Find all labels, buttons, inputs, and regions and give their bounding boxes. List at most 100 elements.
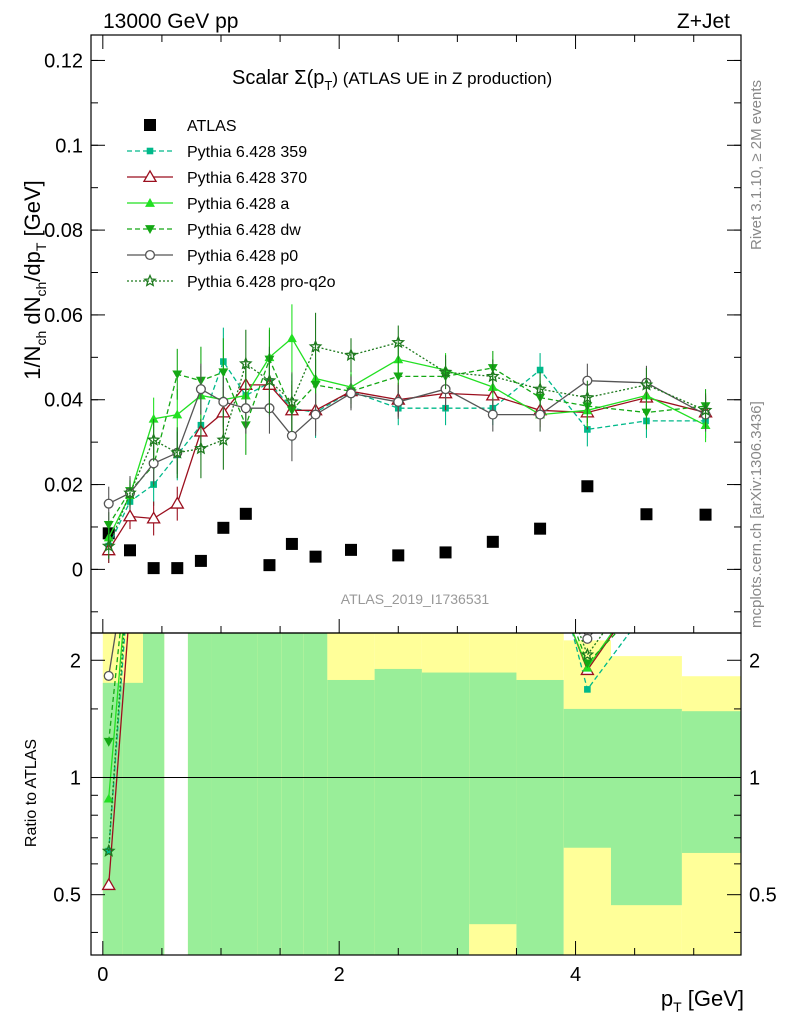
ratio-plot bbox=[101, 633, 631, 891]
data-point bbox=[103, 498, 114, 509]
y-tick-label: 0.06 bbox=[44, 305, 83, 327]
data-point bbox=[393, 396, 404, 407]
data-point bbox=[123, 485, 137, 499]
ratio-band-green bbox=[122, 682, 143, 955]
ratio-band-green bbox=[611, 708, 682, 906]
data-point bbox=[393, 372, 404, 382]
header-process-label: Z+Jet bbox=[677, 10, 730, 33]
ratio-point bbox=[584, 686, 591, 693]
chart-title: Scalar Σ(pT) (ATLAS UE in Z production) bbox=[232, 67, 552, 93]
ratio-band-green bbox=[469, 672, 517, 925]
data-point bbox=[639, 377, 654, 391]
y-axis-label-part-3: ch bbox=[33, 282, 49, 297]
ratio-point bbox=[103, 793, 114, 803]
x-axis-label-part-1: T bbox=[673, 999, 682, 1015]
ratio-band-green bbox=[211, 633, 234, 955]
ratio-tick-label-right: 0.5 bbox=[749, 885, 777, 907]
data-point bbox=[285, 537, 298, 550]
series-0 bbox=[102, 480, 712, 575]
data-point bbox=[309, 550, 322, 563]
data-point bbox=[535, 409, 546, 420]
y-axis-label: 1/Nch dNch/dpT [GeV] bbox=[20, 180, 49, 380]
ratio-tick-label: 1 bbox=[70, 767, 81, 789]
data-point bbox=[217, 521, 230, 534]
data-point bbox=[195, 384, 206, 395]
y-axis-label-part-6: [GeV] bbox=[20, 180, 45, 242]
data-point bbox=[170, 445, 185, 459]
axes: 0 2 4 0 0.02 0.04 0.06 0.08 0.1 0.12 0.5 0.5 1 1 2 2 bbox=[44, 35, 777, 986]
data-point bbox=[641, 408, 652, 418]
y-axis-label-part-1: ch bbox=[33, 331, 49, 346]
legend-label: Pythia 6.428 370 bbox=[187, 170, 307, 187]
y-tick-label: 0.1 bbox=[55, 135, 83, 157]
data-point bbox=[216, 432, 231, 446]
legend-marker bbox=[146, 147, 154, 155]
legend-marker bbox=[144, 249, 156, 261]
data-point bbox=[172, 409, 183, 419]
ratio-bands bbox=[102, 633, 741, 955]
data-point bbox=[171, 562, 184, 575]
legend: ATLAS Pythia 6.428 359 Pythia 6.428 370 Pyt… bbox=[127, 118, 336, 291]
data-point bbox=[170, 496, 185, 509]
data-point bbox=[194, 554, 207, 567]
data-point bbox=[439, 546, 452, 559]
data-point bbox=[698, 403, 713, 417]
ratio-point bbox=[582, 633, 593, 644]
legend-item-4: Pythia 6.428 dw bbox=[127, 222, 301, 239]
legend-marker bbox=[145, 225, 155, 234]
chart-title-sub: T bbox=[324, 78, 332, 93]
data-point bbox=[262, 373, 277, 387]
data-point bbox=[391, 335, 406, 349]
ratio-tick-label: 0.5 bbox=[53, 885, 81, 907]
data-point bbox=[285, 394, 299, 408]
series-line-3 bbox=[108, 337, 706, 538]
data-point bbox=[485, 369, 500, 383]
data-point bbox=[218, 368, 229, 378]
y-tick-label: 0.12 bbox=[44, 50, 83, 72]
data-point bbox=[124, 544, 136, 557]
data-point bbox=[286, 333, 297, 343]
data-point bbox=[310, 381, 321, 390]
ratio-band-green bbox=[102, 682, 123, 955]
rivet-version-label: Rivet 3.1.10, ≥ 2M events bbox=[748, 80, 765, 250]
legend-item-6: Pythia 6.428 pro-q2o bbox=[127, 273, 336, 291]
legend-marker bbox=[142, 169, 158, 183]
ratio-point bbox=[582, 659, 593, 669]
ratio-band-green bbox=[187, 633, 212, 955]
ratio-band-green bbox=[681, 711, 741, 853]
legend-item-2: Pythia 6.428 370 bbox=[127, 169, 307, 187]
y-axis-label-part-2: dN bbox=[20, 297, 45, 331]
mcplots-label: mcplots.cern.ch [arXiv:1306.3436] bbox=[748, 401, 765, 628]
legend-marker bbox=[143, 273, 157, 287]
ratio-tick-label: 2 bbox=[70, 650, 81, 672]
legend-item-0: ATLAS bbox=[144, 118, 237, 135]
ratio-band-green bbox=[281, 633, 304, 955]
ratio-band-green bbox=[143, 633, 165, 955]
legend-marker bbox=[145, 198, 155, 207]
ratio-tick-label-right: 2 bbox=[749, 650, 760, 672]
ratio-band-green bbox=[374, 668, 422, 955]
legend-label: ATLAS bbox=[187, 118, 237, 135]
data-point bbox=[345, 543, 357, 556]
main-plot bbox=[101, 304, 713, 575]
data-point bbox=[310, 409, 321, 420]
data-point bbox=[103, 521, 114, 530]
x-tick-label: 4 bbox=[570, 964, 581, 986]
data-point bbox=[345, 388, 357, 399]
y-tick-label: 0.02 bbox=[44, 475, 83, 497]
series-5 bbox=[103, 363, 711, 521]
legend-item-5: Pythia 6.428 p0 bbox=[127, 248, 298, 265]
legend-item-3: Pythia 6.428 a bbox=[127, 196, 289, 213]
series-6 bbox=[101, 312, 713, 559]
ratio-band-green bbox=[327, 679, 375, 955]
y-tick-label: 0.04 bbox=[44, 390, 83, 412]
chart-title-tail: ) (ATLAS UE in Z production) bbox=[332, 69, 552, 88]
data-point bbox=[487, 409, 498, 420]
y-tick-label: 0.08 bbox=[44, 220, 83, 242]
data-point bbox=[308, 339, 323, 353]
ratio-band-green bbox=[303, 633, 328, 955]
x-tick-label: 2 bbox=[334, 964, 345, 986]
ratio-y-axis-label: Ratio to ATLAS bbox=[23, 739, 40, 847]
series-line-4 bbox=[108, 357, 706, 526]
